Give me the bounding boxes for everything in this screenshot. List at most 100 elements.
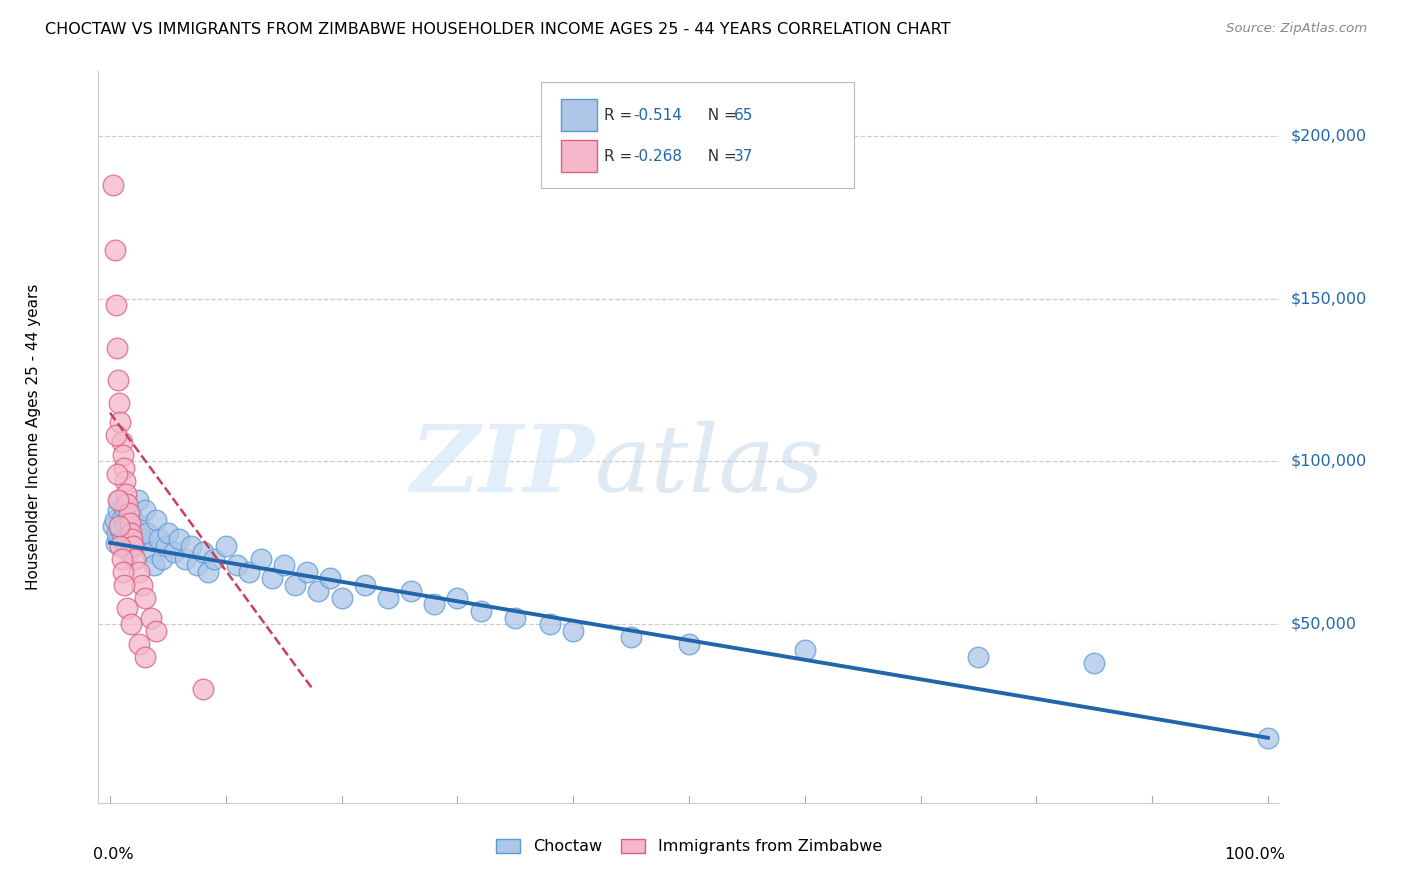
Point: [307, 584, 329, 599]
Point: [108, 519, 131, 533]
Point: [136, 526, 159, 541]
Text: $50,000: $50,000: [1291, 616, 1357, 632]
Point: [134, 649, 156, 664]
Point: [129, 519, 152, 533]
Point: [503, 610, 526, 624]
Point: [148, 533, 170, 547]
Point: [120, 507, 142, 521]
Text: 37: 37: [734, 149, 754, 164]
Point: [155, 539, 177, 553]
Point: [191, 681, 214, 696]
Point: [114, 474, 136, 488]
Point: [538, 617, 561, 632]
Point: [124, 552, 146, 566]
Point: [295, 565, 318, 579]
Point: [105, 467, 128, 482]
Text: N =: N =: [699, 149, 742, 164]
Point: [105, 526, 128, 541]
Legend: Choctaw, Immigrants from Zimbabwe: Choctaw, Immigrants from Zimbabwe: [489, 832, 889, 861]
Text: -0.514: -0.514: [634, 108, 682, 123]
Point: [128, 636, 150, 650]
Point: [399, 584, 422, 599]
Point: [103, 178, 125, 193]
Point: [1083, 656, 1105, 670]
Point: [107, 493, 129, 508]
Point: [1257, 731, 1279, 745]
Point: [124, 535, 146, 549]
Point: [678, 636, 700, 650]
Text: atlas: atlas: [595, 421, 824, 511]
Point: [249, 552, 271, 566]
Point: [122, 539, 145, 553]
Point: [117, 529, 139, 543]
Text: 100.0%: 100.0%: [1225, 847, 1285, 862]
Point: [117, 497, 139, 511]
Point: [163, 545, 186, 559]
Point: [191, 545, 214, 559]
Point: [128, 565, 150, 579]
Text: R =: R =: [605, 108, 637, 123]
Point: [145, 624, 167, 638]
Point: [273, 558, 295, 573]
Point: [112, 461, 135, 475]
Point: [120, 526, 142, 541]
Point: [110, 552, 132, 566]
Point: [446, 591, 468, 605]
Text: ZIP: ZIP: [411, 421, 595, 511]
Point: [115, 539, 138, 553]
Point: [118, 519, 141, 533]
Text: 0.0%: 0.0%: [93, 847, 134, 862]
Point: [115, 487, 138, 501]
Point: [104, 513, 127, 527]
Point: [117, 600, 139, 615]
Point: [117, 507, 139, 521]
Point: [353, 578, 375, 592]
Point: [131, 533, 153, 547]
Point: [134, 503, 156, 517]
Point: [112, 500, 135, 514]
Point: [110, 523, 132, 537]
Point: [150, 552, 173, 566]
Point: [104, 535, 127, 549]
Text: $150,000: $150,000: [1291, 292, 1367, 307]
Text: Source: ZipAtlas.com: Source: ZipAtlas.com: [1226, 22, 1367, 36]
Point: [330, 591, 353, 605]
Point: [180, 539, 202, 553]
Text: N =: N =: [699, 108, 742, 123]
Point: [104, 428, 127, 442]
Point: [111, 565, 134, 579]
Point: [105, 341, 128, 355]
Point: [134, 591, 156, 605]
Text: $100,000: $100,000: [1291, 454, 1367, 469]
Point: [186, 558, 208, 573]
Point: [118, 516, 141, 531]
Point: [620, 630, 643, 644]
Point: [197, 565, 219, 579]
Point: [967, 649, 990, 664]
Point: [262, 572, 284, 586]
Point: [110, 434, 132, 449]
Text: CHOCTAW VS IMMIGRANTS FROM ZIMBABWE HOUSEHOLDER INCOME AGES 25 - 44 YEARS CORREL: CHOCTAW VS IMMIGRANTS FROM ZIMBABWE HOUS…: [45, 22, 950, 37]
Point: [284, 578, 307, 592]
Point: [156, 526, 179, 541]
Point: [238, 565, 260, 579]
Point: [108, 493, 131, 508]
Point: [112, 578, 135, 592]
Point: [104, 243, 127, 257]
Point: [562, 624, 585, 638]
Point: [114, 519, 136, 533]
Point: [226, 558, 249, 573]
Point: [143, 558, 166, 573]
Point: [117, 545, 139, 559]
Point: [108, 396, 131, 410]
Point: [202, 552, 225, 566]
Text: -0.268: -0.268: [634, 149, 682, 164]
Point: [111, 448, 134, 462]
Point: [121, 533, 143, 547]
Point: [110, 533, 132, 547]
Point: [423, 598, 446, 612]
Text: R =: R =: [605, 149, 637, 164]
FancyBboxPatch shape: [541, 82, 855, 188]
Point: [145, 513, 167, 527]
Point: [104, 298, 127, 312]
